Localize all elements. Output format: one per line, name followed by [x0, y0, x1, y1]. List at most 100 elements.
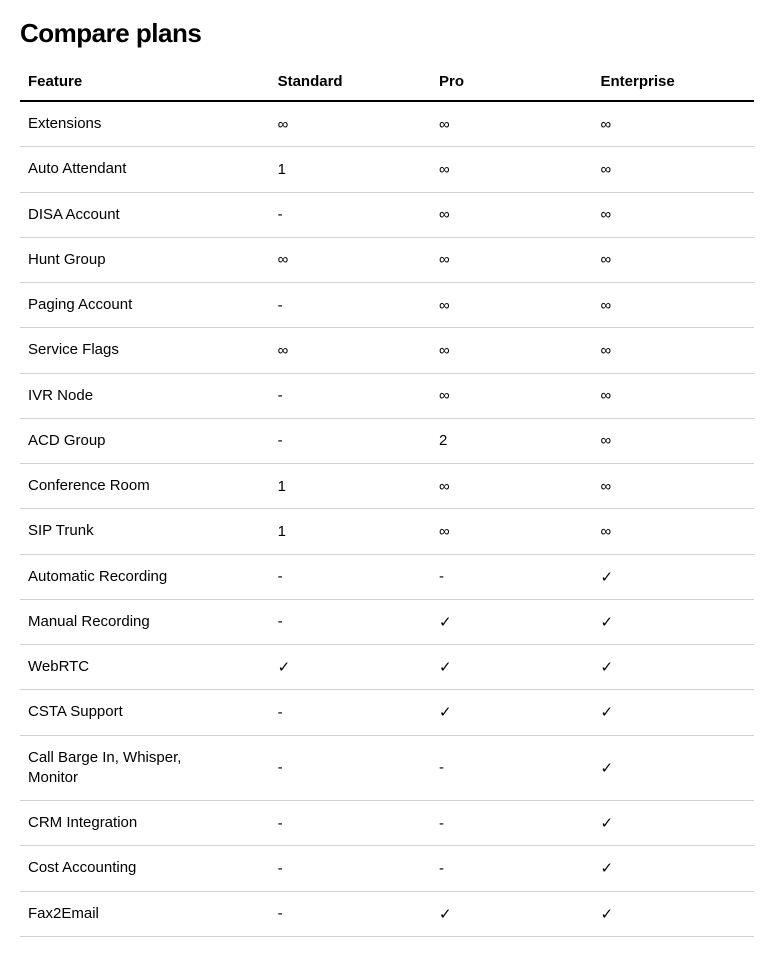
pro-cell: 2 [431, 418, 592, 463]
enterprise-cell: ✓ [593, 645, 755, 690]
feature-label: Fax2Email [28, 904, 198, 924]
feature-cell: Auto Attendant [20, 147, 270, 192]
feature-cell: DISA Account [20, 192, 270, 237]
feature-cell: Manual Recording [20, 599, 270, 644]
pro-cell: ✓ [431, 645, 592, 690]
feature-cell: Service Flags [20, 328, 270, 373]
standard-cell: - [270, 283, 431, 328]
pro-cell: ∞ [431, 192, 592, 237]
pro-cell: - [431, 801, 592, 846]
pro-cell: ∞ [431, 328, 592, 373]
table-row: Manual Recording-✓✓ [20, 599, 754, 644]
feature-label: IVR Node [28, 386, 198, 406]
enterprise-cell: ∞ [593, 237, 755, 282]
feature-label: WebRTC [28, 657, 198, 677]
table-row: Auto Attendant1∞∞ [20, 147, 754, 192]
pro-cell: - [431, 554, 592, 599]
table-row: IVR Node-∞∞ [20, 373, 754, 418]
feature-cell: SIP Trunk [20, 509, 270, 554]
feature-label: Hunt Group [28, 250, 198, 270]
standard-cell: - [270, 373, 431, 418]
enterprise-cell: ✓ [593, 690, 755, 735]
feature-cell: Conference Room [20, 464, 270, 509]
table-row: DISA Account-∞∞ [20, 192, 754, 237]
table-row: Hunt Group∞∞∞ [20, 237, 754, 282]
standard-cell: ∞ [270, 237, 431, 282]
feature-label: Paging Account [28, 295, 198, 315]
pro-cell: ∞ [431, 373, 592, 418]
feature-label: SIP Trunk [28, 521, 198, 541]
standard-cell: ✓ [270, 645, 431, 690]
table-row: Fax2Email-✓✓ [20, 891, 754, 936]
feature-cell: Extensions [20, 101, 270, 147]
feature-label: Conference Room [28, 476, 198, 496]
feature-cell: Call Barge In, Whisper, Monitor [20, 735, 270, 801]
column-header-standard: Standard [270, 63, 431, 101]
pro-cell: ∞ [431, 101, 592, 147]
standard-cell: - [270, 801, 431, 846]
enterprise-cell: ✓ [593, 554, 755, 599]
enterprise-cell: ∞ [593, 101, 755, 147]
feature-cell: Cost Accounting [20, 846, 270, 891]
table-row: Automatic Recording--✓ [20, 554, 754, 599]
enterprise-cell: ∞ [593, 509, 755, 554]
feature-cell: Hunt Group [20, 237, 270, 282]
enterprise-cell: ✓ [593, 846, 755, 891]
feature-label: Automatic Recording [28, 567, 198, 587]
standard-cell: - [270, 891, 431, 936]
pro-cell: ∞ [431, 509, 592, 554]
table-row: SIP Trunk1∞∞ [20, 509, 754, 554]
feature-label: CSTA Support [28, 702, 198, 722]
standard-cell: - [270, 192, 431, 237]
feature-label: Extensions [28, 114, 198, 134]
enterprise-cell: ∞ [593, 464, 755, 509]
standard-cell: 1 [270, 464, 431, 509]
column-header-enterprise: Enterprise [593, 63, 755, 101]
feature-label: Call Barge In, Whisper, Monitor [28, 748, 198, 789]
table-row: Extensions∞∞∞ [20, 101, 754, 147]
table-row: Service Flags∞∞∞ [20, 328, 754, 373]
feature-cell: Fax2Email [20, 891, 270, 936]
pro-cell: ∞ [431, 237, 592, 282]
feature-cell: ACD Group [20, 418, 270, 463]
enterprise-cell: ✓ [593, 801, 755, 846]
standard-cell: 1 [270, 147, 431, 192]
feature-cell: CSTA Support [20, 690, 270, 735]
standard-cell: 1 [270, 509, 431, 554]
enterprise-cell: ✓ [593, 735, 755, 801]
feature-cell: Automatic Recording [20, 554, 270, 599]
feature-label: DISA Account [28, 205, 198, 225]
plan-comparison-table: Feature Standard Pro Enterprise Extensio… [20, 63, 754, 937]
enterprise-cell: ✓ [593, 891, 755, 936]
enterprise-cell: ∞ [593, 373, 755, 418]
table-row: CRM Integration--✓ [20, 801, 754, 846]
standard-cell: - [270, 554, 431, 599]
pro-cell: ∞ [431, 464, 592, 509]
table-row: Cost Accounting--✓ [20, 846, 754, 891]
pro-cell: ✓ [431, 891, 592, 936]
pro-cell: ∞ [431, 283, 592, 328]
feature-cell: Paging Account [20, 283, 270, 328]
standard-cell: - [270, 690, 431, 735]
enterprise-cell: ∞ [593, 147, 755, 192]
table-row: CSTA Support-✓✓ [20, 690, 754, 735]
pro-cell: ✓ [431, 690, 592, 735]
column-header-pro: Pro [431, 63, 592, 101]
table-header-row: Feature Standard Pro Enterprise [20, 63, 754, 101]
feature-label: Service Flags [28, 340, 198, 360]
standard-cell: - [270, 846, 431, 891]
standard-cell: ∞ [270, 328, 431, 373]
table-row: ACD Group-2∞ [20, 418, 754, 463]
standard-cell: ∞ [270, 101, 431, 147]
table-row: WebRTC✓✓✓ [20, 645, 754, 690]
table-row: Paging Account-∞∞ [20, 283, 754, 328]
pro-cell: ✓ [431, 599, 592, 644]
page-title: Compare plans [20, 18, 754, 49]
enterprise-cell: ∞ [593, 328, 755, 373]
pro-cell: - [431, 735, 592, 801]
pro-cell: - [431, 846, 592, 891]
feature-cell: WebRTC [20, 645, 270, 690]
pro-cell: ∞ [431, 147, 592, 192]
feature-cell: IVR Node [20, 373, 270, 418]
column-header-feature: Feature [20, 63, 270, 101]
